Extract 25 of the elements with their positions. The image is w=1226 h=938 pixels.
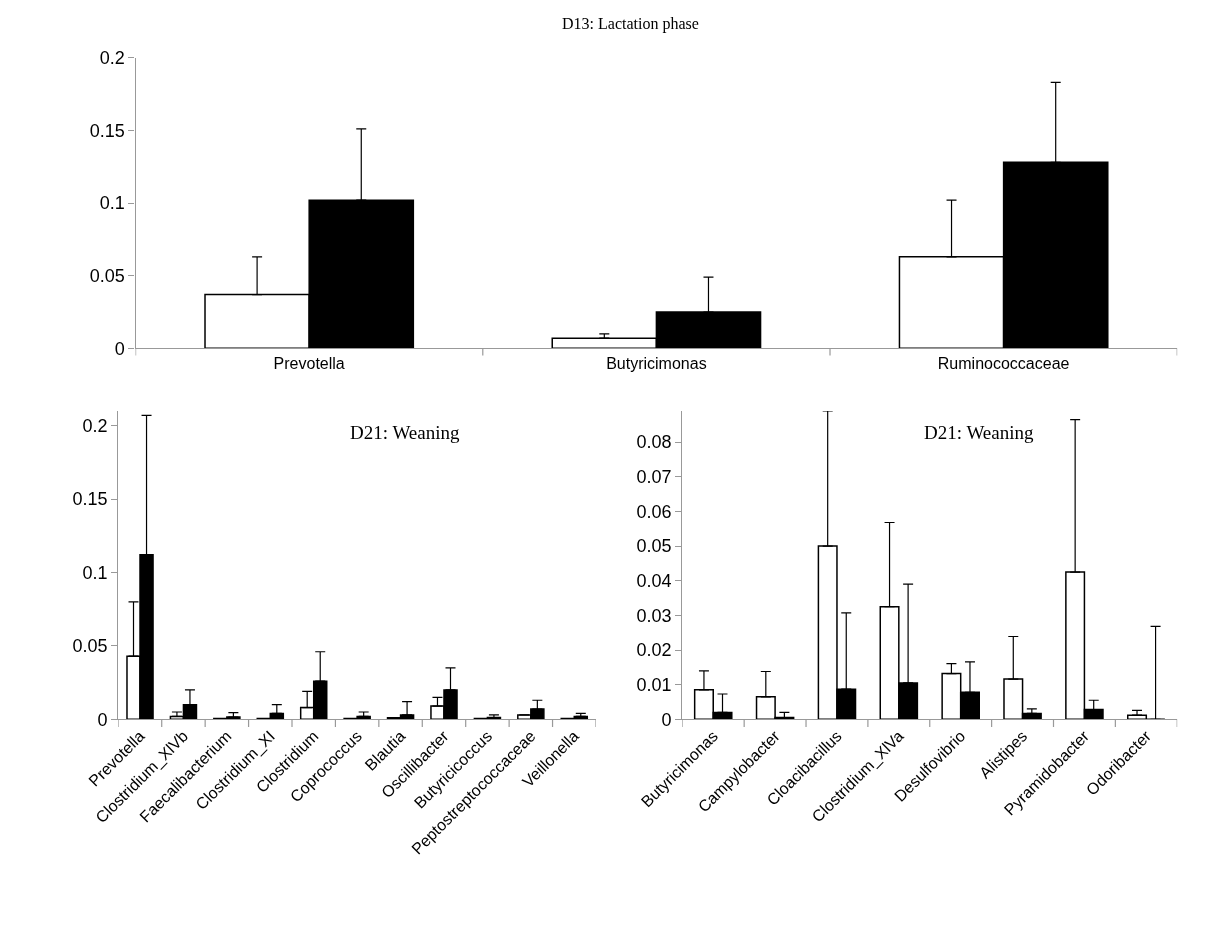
x-tick-label: Butyricimonas	[606, 354, 707, 372]
y-tick-label: 0.05	[72, 636, 108, 657]
y-tick-label: 0	[114, 338, 125, 359]
y-tick-label: 0	[661, 709, 672, 730]
y-tick-label: 0.01	[636, 674, 672, 695]
y-tick-label: 0.06	[636, 501, 672, 522]
y-tick-label: 0.03	[636, 605, 672, 626]
y-tick-label: 0.07	[636, 467, 672, 488]
y-tick-label: 0.04	[636, 571, 672, 591]
y-tick-label: 0.1	[99, 193, 125, 214]
y-tick-label: 0.15	[72, 489, 108, 510]
y-tick-label: 0	[97, 709, 108, 730]
text: D21: Weaning	[924, 422, 1034, 443]
y-tick-label: 0.1	[82, 562, 108, 583]
text: D21: Weaning	[350, 422, 460, 443]
y-tick-label: 0.2	[99, 48, 125, 69]
x-tick-label: Prevotella	[273, 354, 345, 372]
y-tick-label: 0.2	[82, 415, 108, 436]
y-tick-label: 0.15	[89, 120, 125, 141]
chart-title: D13: Lactation phase	[562, 15, 699, 33]
y-tick-label: 0.02	[636, 640, 672, 661]
y-tick-label: 0.08	[636, 432, 672, 453]
x-tick-label: Ruminococcaceae	[937, 354, 1070, 372]
y-tick-label: 0.05	[89, 265, 125, 286]
y-tick-label: 0.05	[636, 536, 672, 557]
